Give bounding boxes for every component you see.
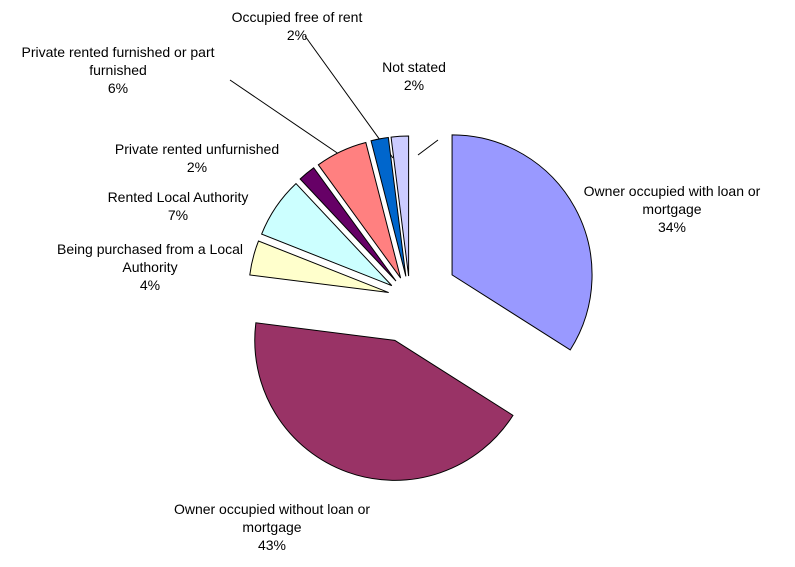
slice-label: Private rented unfurnished 2% — [72, 140, 322, 176]
slice-label: Rented Local Authority 7% — [68, 188, 288, 224]
pie-slice — [254, 322, 514, 481]
value-label: 2% — [403, 77, 425, 93]
category-label: Occupied free of rent — [231, 9, 363, 25]
value-label: 2% — [286, 27, 308, 43]
pie-slice — [317, 141, 402, 279]
category-label: Not stated — [382, 59, 446, 75]
category-label: Private rented unfurnished — [114, 141, 280, 157]
pie-slice — [390, 135, 410, 277]
value-label: 6% — [107, 80, 129, 96]
value-label: 34% — [657, 219, 687, 235]
leader-line — [304, 35, 394, 159]
pie-slice — [249, 240, 389, 294]
category-label: Rented Local Authority — [107, 189, 249, 205]
value-label: 43% — [257, 537, 287, 553]
slice-label: Private rented furnished or part furnish… — [3, 43, 233, 97]
slice-label: Owner occupied without loan or mortgage 4… — [157, 500, 387, 554]
value-label: 2% — [186, 159, 208, 175]
category-label: Owner occupied with loan or mortgage — [583, 183, 761, 217]
value-label: 4% — [139, 277, 161, 293]
category-label: Private rented furnished or part furnish… — [21, 44, 215, 78]
category-label: Being purchased from a Local Authority — [57, 241, 243, 275]
leader-lines — [229, 35, 439, 164]
slice-label: Occupied free of rent 2% — [197, 8, 397, 44]
category-label: Owner occupied without loan or mortgage — [173, 501, 371, 535]
pie-slice — [299, 167, 397, 282]
slice-label: Not stated 2% — [354, 58, 474, 94]
pie-slice — [260, 182, 393, 287]
slice-label: Owner occupied with loan or mortgage 34% — [577, 182, 767, 236]
pie-slice — [451, 134, 593, 351]
value-label: 7% — [167, 207, 189, 223]
pie-slice — [370, 136, 407, 277]
slice-label: Being purchased from a Local Authority 4% — [40, 240, 260, 294]
leader-line — [417, 139, 439, 156]
leader-line — [229, 79, 353, 164]
